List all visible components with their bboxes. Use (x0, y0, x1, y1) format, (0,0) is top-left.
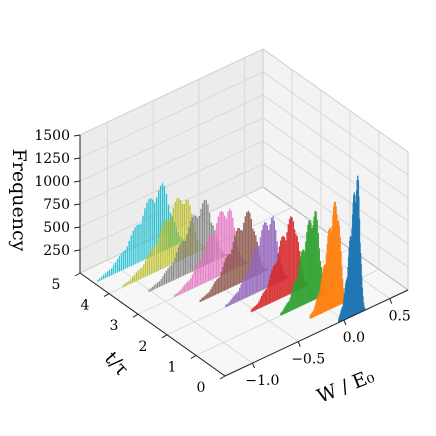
z-axis-label: Frequency (8, 149, 30, 252)
x-tick-mark (343, 319, 347, 326)
histogram-series (122, 198, 208, 287)
x-axis-line (224, 289, 409, 377)
y-axis-label: t/τ (100, 347, 133, 380)
y-tick-mark (161, 334, 168, 339)
x-tick-label: −0.5 (291, 352, 325, 368)
z-tick-mark (73, 203, 81, 206)
z-tick-mark (73, 157, 81, 160)
x-tick-label: 0.5 (389, 309, 411, 325)
z-gridline (79, 94, 409, 199)
y-tick-label: 3 (110, 318, 119, 334)
z-tick-label: 1000 (34, 174, 70, 190)
y-tick-label: 0 (197, 380, 206, 396)
axes-lines (73, 134, 409, 380)
z-tick-label: 250 (43, 243, 70, 259)
x-tick-mark (389, 298, 393, 304)
y-tick-label: 1 (168, 359, 177, 375)
z-gridline (79, 117, 409, 222)
z-gridline (79, 48, 409, 153)
z-tick-label: 1250 (34, 151, 70, 167)
z-tick-label: 750 (43, 197, 70, 213)
y-tick-mark (219, 375, 226, 380)
x-tick-label: −1.0 (245, 373, 279, 389)
x-axis-label: W / E₀ (314, 365, 378, 408)
y-axis-line (79, 272, 226, 377)
z-tick-mark (73, 180, 81, 183)
z-gridline (79, 71, 409, 176)
x-tick-mark (297, 341, 301, 347)
x-tick-label: 0.0 (343, 330, 365, 346)
y-tick-mark (190, 354, 197, 359)
histogram-bars (97, 175, 366, 323)
y-tick-label: 4 (81, 298, 90, 314)
z-tick-mark (73, 249, 81, 252)
histogram-series (225, 216, 289, 308)
tick-labels: −1.0 −0.5 0.0 0.5 0 1 2 3 4 5 250 500 750 1000 1250 150… (34, 128, 410, 396)
z-tick-mark (73, 226, 81, 229)
x-tick-mark (251, 362, 255, 369)
y-tick-label: 2 (139, 339, 148, 355)
y-tick-mark (132, 313, 139, 318)
z-tick-label: 1500 (34, 128, 70, 144)
histogram-series (309, 201, 348, 319)
y-tick-mark (103, 293, 110, 298)
y-tick-label: 5 (52, 277, 61, 293)
z-tick-label: 500 (43, 220, 70, 236)
y-tick-mark (74, 272, 81, 277)
histogram-series (338, 175, 366, 323)
z-tick-mark (73, 134, 81, 137)
z-gridline (79, 140, 409, 245)
histogram-series (148, 199, 228, 292)
